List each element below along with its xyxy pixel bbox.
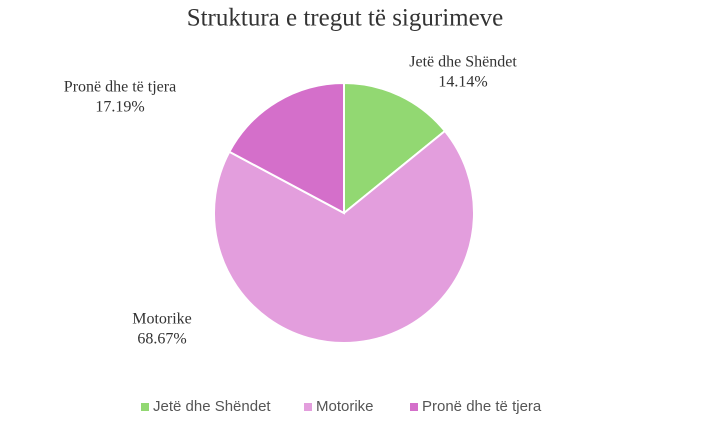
chart-title: Struktura e tregut të sigurimeve: [187, 5, 504, 32]
slice-value-label: 17.19%: [95, 99, 144, 116]
slice-label: Pronë dhe të tjera: [64, 79, 176, 96]
legend-label: Motorike: [316, 398, 374, 415]
pie-slice: [213, 129, 475, 344]
legend-label: Pronë dhe të tjera: [422, 398, 542, 415]
legend-label: Jetë dhe Shëndet: [153, 398, 271, 415]
legend-swatch: [141, 403, 149, 411]
legend-swatch: [410, 403, 418, 411]
slice-label: Jetë dhe Shëndet: [409, 54, 517, 71]
slice-label: Motorike: [132, 311, 192, 328]
slice-value-label: 14.14%: [438, 74, 487, 91]
slice-value-label: 68.67%: [137, 331, 186, 348]
pie-slice: [343, 81, 447, 216]
pie-slice: [227, 81, 345, 215]
legend-swatch: [304, 403, 312, 411]
